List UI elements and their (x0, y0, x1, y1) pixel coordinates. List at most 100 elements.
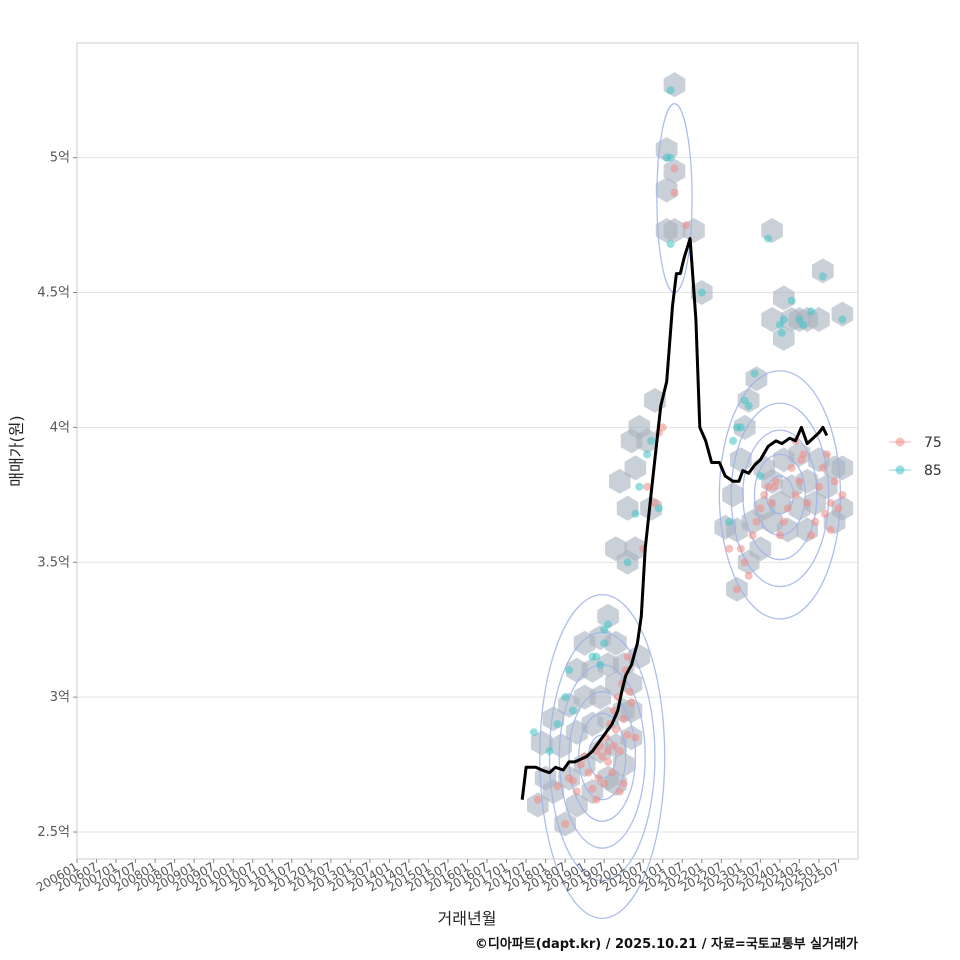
panel-background (77, 43, 858, 859)
point-85 (779, 315, 788, 324)
point-75 (818, 463, 827, 472)
legend-label: 75 (924, 435, 942, 451)
point-75 (826, 498, 835, 507)
point-75 (834, 504, 843, 513)
point-75 (744, 571, 753, 580)
point-75 (764, 482, 773, 491)
point-75 (811, 517, 820, 526)
point-75 (615, 787, 624, 796)
point-85 (729, 436, 738, 445)
point-75 (592, 795, 601, 804)
point-75 (756, 504, 765, 513)
point-85 (565, 666, 574, 675)
point-85 (736, 423, 745, 432)
point-75 (795, 477, 804, 486)
point-85 (568, 706, 577, 715)
point-75 (553, 782, 562, 791)
point-85 (643, 450, 652, 459)
legend-key-85 (895, 465, 905, 475)
point-75 (658, 423, 667, 432)
point-75 (740, 558, 749, 567)
density-contour (742, 429, 818, 561)
y-tick-label: 2.5억 (37, 825, 70, 840)
hexbin (609, 468, 631, 494)
point-75 (619, 779, 628, 788)
point-75 (619, 714, 628, 723)
point-85 (592, 652, 601, 661)
point-85 (799, 320, 808, 329)
point-85 (631, 509, 640, 518)
point-75 (604, 757, 613, 766)
density-contour (578, 712, 627, 801)
point-75 (631, 733, 640, 742)
point-85 (623, 558, 632, 567)
x-axis-ticks: 2006012006072007012007072008012008072009… (34, 859, 842, 895)
point-85 (600, 625, 609, 634)
y-tick-label: 3억 (50, 690, 70, 705)
y-tick-label: 4억 (50, 420, 70, 435)
point-85 (697, 288, 706, 297)
point-85 (744, 401, 753, 410)
point-75 (609, 741, 618, 750)
point-85 (596, 660, 605, 669)
hexbin (831, 301, 854, 327)
point-75 (604, 747, 613, 756)
point-85 (787, 296, 796, 305)
point-85 (666, 239, 675, 248)
hexbin (655, 177, 678, 203)
hexbin (589, 684, 612, 710)
point-75 (611, 725, 620, 734)
point-75 (643, 482, 652, 491)
point-85 (666, 153, 675, 162)
point-85 (529, 728, 538, 737)
y-axis-title: 매매가(원) (7, 415, 26, 486)
point-75 (775, 531, 784, 540)
hexbin (550, 733, 572, 759)
point-85 (647, 436, 656, 445)
point-75 (627, 698, 636, 707)
point-75 (820, 509, 829, 518)
point-85 (666, 86, 675, 95)
point-85 (635, 482, 644, 491)
point-85 (838, 315, 847, 324)
point-75 (607, 768, 616, 777)
point-75 (584, 768, 593, 777)
point-75 (594, 774, 603, 783)
point-85 (756, 471, 765, 480)
hexbin (812, 258, 834, 284)
point-75 (838, 490, 847, 499)
point-85 (764, 234, 773, 243)
point-75 (807, 531, 816, 540)
point-75 (572, 787, 581, 796)
point-75 (770, 482, 779, 491)
density-contour (539, 593, 666, 919)
point-75 (615, 747, 624, 756)
point-75 (822, 450, 831, 459)
legend-label: 85 (924, 463, 942, 479)
point-75 (533, 795, 542, 804)
point-75 (576, 760, 585, 769)
point-85 (750, 369, 759, 378)
point-75 (791, 490, 800, 499)
point-75 (797, 455, 806, 464)
hexbin (722, 482, 744, 508)
point-85 (553, 720, 562, 729)
point-75 (826, 525, 835, 534)
point-75 (814, 482, 823, 491)
point-75 (623, 652, 632, 661)
point-75 (625, 687, 634, 696)
plot-panel (77, 43, 858, 859)
point-75 (598, 752, 607, 761)
point-75 (682, 221, 691, 230)
point-75 (760, 490, 769, 499)
point-75 (752, 517, 761, 526)
trend-line (520, 237, 829, 800)
point-85 (725, 517, 734, 526)
hexbin (605, 630, 627, 656)
point-75 (768, 498, 777, 507)
point-75 (736, 544, 745, 553)
hexbin (804, 490, 826, 516)
density-contour (730, 402, 830, 588)
legend-key-75 (895, 437, 905, 447)
